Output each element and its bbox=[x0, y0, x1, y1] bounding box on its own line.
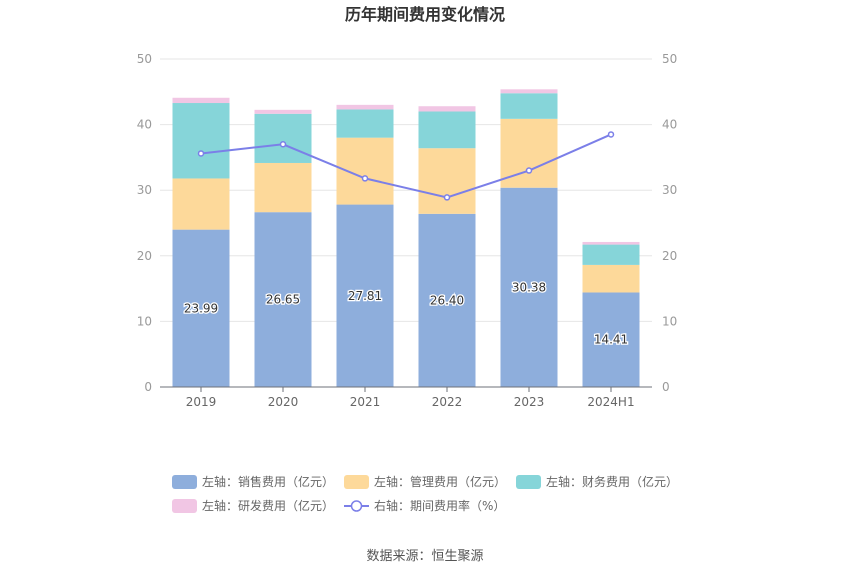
rate-point bbox=[197, 150, 205, 157]
bar-segment bbox=[254, 109, 312, 114]
legend-swatch bbox=[172, 475, 197, 489]
bar-segment bbox=[336, 104, 394, 110]
legend-swatch bbox=[516, 475, 541, 489]
bar-segment bbox=[418, 111, 476, 149]
legend-marker bbox=[350, 500, 363, 512]
bar-segment bbox=[254, 162, 312, 213]
data-label: 26.65 bbox=[266, 293, 300, 307]
bar-segment bbox=[582, 264, 640, 293]
x-tick-label: 2019 bbox=[186, 395, 217, 409]
right-tick-label: 40 bbox=[662, 118, 677, 132]
bar-segment bbox=[582, 244, 640, 265]
legend-item[interactable]: 左轴：管理费用（亿元） bbox=[344, 474, 506, 489]
left-tick-label: 20 bbox=[137, 249, 152, 263]
bar-segment bbox=[582, 292, 640, 387]
x-axis: 2019 2020 2021 2022 2023 2024H1 bbox=[160, 386, 652, 409]
data-label: 14.41 bbox=[594, 333, 628, 347]
rate-point bbox=[443, 194, 451, 201]
legend-label: 左轴：财务费用（亿元） bbox=[546, 474, 678, 489]
left-tick-label: 0 bbox=[144, 380, 152, 394]
bar-segment bbox=[500, 89, 558, 94]
right-tick-label: 10 bbox=[662, 314, 677, 328]
left-tick-label: 50 bbox=[137, 52, 152, 66]
bar-segment bbox=[418, 148, 476, 214]
legend-label: 右轴：期间费用率（%） bbox=[374, 498, 505, 513]
right-tick-label: 30 bbox=[662, 183, 677, 197]
x-tick-label: 2023 bbox=[514, 395, 545, 409]
rate-line bbox=[197, 131, 615, 201]
left-tick-label: 10 bbox=[137, 314, 152, 328]
left-tick-label: 40 bbox=[137, 118, 152, 132]
bar-segment bbox=[254, 113, 312, 163]
legend-item[interactable]: 左轴：研发费用（亿元） bbox=[172, 498, 334, 513]
bar-segment bbox=[500, 187, 558, 387]
data-label: 27.81 bbox=[348, 289, 382, 303]
x-tick-label: 2020 bbox=[268, 395, 299, 409]
legend-label: 左轴：研发费用（亿元） bbox=[202, 498, 334, 513]
legend-item[interactable]: 右轴：期间费用率（%） bbox=[344, 498, 505, 513]
legend-label: 左轴：管理费用（亿元） bbox=[374, 474, 506, 489]
grid bbox=[160, 58, 652, 322]
data-labels: 23.99 26.65 27.81 26.40 30.38 14.41 bbox=[183, 279, 630, 348]
rate-point bbox=[607, 131, 615, 138]
left-axis: 0 10 20 30 40 50 bbox=[137, 52, 152, 394]
legend-item[interactable]: 左轴：销售费用（亿元） bbox=[172, 474, 334, 489]
data-label: 23.99 bbox=[184, 301, 218, 315]
legend[interactable]: 左轴：销售费用（亿元） 左轴：管理费用（亿元） 左轴：财务费用（亿元） 左轴：研发费用… bbox=[172, 474, 678, 513]
left-tick-label: 30 bbox=[137, 183, 152, 197]
x-tick-label: 2022 bbox=[432, 395, 463, 409]
bar-segment bbox=[418, 213, 476, 387]
bar-segment bbox=[336, 204, 394, 387]
bar-segment bbox=[172, 103, 230, 179]
right-tick-label: 0 bbox=[662, 380, 670, 394]
rate-point bbox=[525, 167, 533, 174]
x-tick-label: 2024H1 bbox=[587, 395, 634, 409]
bar-segment bbox=[418, 106, 476, 112]
legend-item[interactable]: 左轴：财务费用（亿元） bbox=[516, 474, 678, 489]
legend-label: 左轴：销售费用（亿元） bbox=[202, 474, 334, 489]
rate-series-line bbox=[200, 133, 612, 199]
right-tick-label: 20 bbox=[662, 249, 677, 263]
bar-segment bbox=[172, 97, 230, 104]
data-label: 26.40 bbox=[430, 293, 464, 307]
right-tick-label: 50 bbox=[662, 52, 677, 66]
chart-title: 历年期间费用变化情况 bbox=[345, 5, 505, 24]
bar-segment bbox=[582, 241, 640, 245]
legend-swatch bbox=[172, 499, 197, 513]
bar-segment bbox=[500, 93, 558, 119]
bar-segment bbox=[172, 178, 230, 230]
bar-segment bbox=[172, 229, 230, 387]
data-label: 30.38 bbox=[512, 280, 546, 294]
source-note: 数据来源：恒生聚源 bbox=[366, 549, 483, 564]
legend-swatch bbox=[344, 475, 369, 489]
right-axis: 0 10 20 30 40 50 bbox=[662, 52, 677, 394]
rate-point bbox=[361, 175, 369, 182]
x-tick-label: 2021 bbox=[350, 395, 381, 409]
bar-segment bbox=[336, 109, 394, 138]
bar-segment bbox=[254, 212, 312, 387]
rate-point bbox=[279, 141, 287, 148]
bars bbox=[172, 89, 640, 387]
